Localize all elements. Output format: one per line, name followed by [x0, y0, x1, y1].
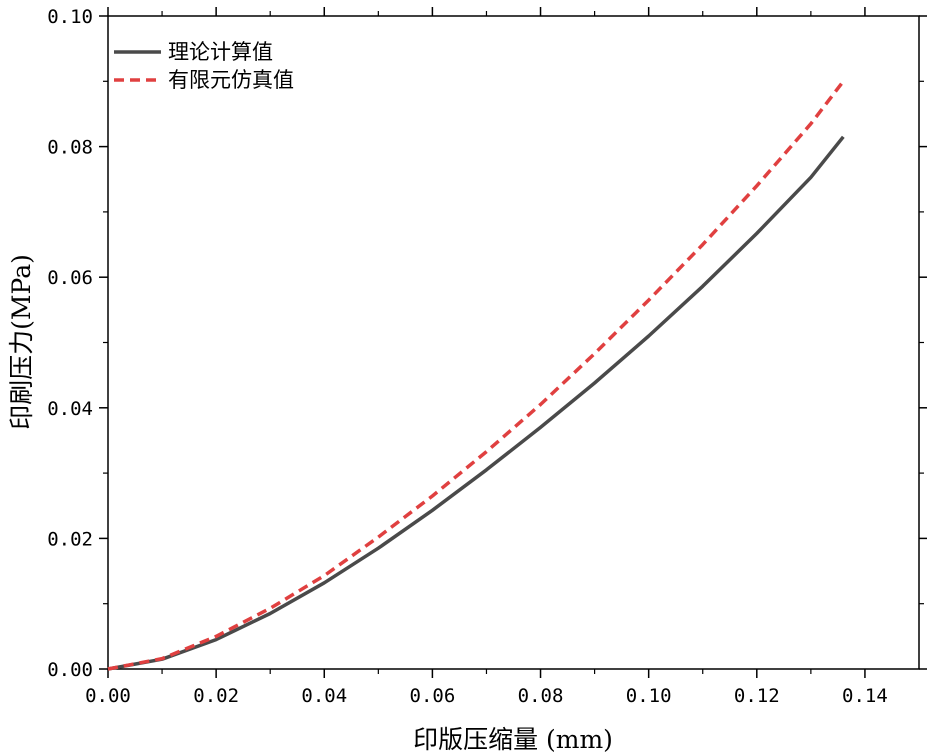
y-tick-label: 0.04	[47, 398, 93, 420]
y-tick-label: 0.02	[47, 528, 93, 550]
plot-area	[107, 15, 920, 670]
y-tick-label: 0.08	[47, 137, 93, 159]
series-layer	[107, 80, 845, 671]
x-axis-title: 印版压缩量 (mm)	[413, 725, 613, 754]
x-tick-label: 0.14	[842, 685, 888, 707]
y-tick-label: 0.00	[47, 659, 93, 681]
x-axis-ticks: 0.00 0.02 0.04 0.06 0.08 0.10 0.12 0.14	[85, 7, 888, 707]
x-tick-label: 0.12	[734, 685, 780, 707]
series-line-1	[107, 135, 845, 671]
x-tick-label: 0.00	[85, 685, 131, 707]
series-line-2	[107, 80, 845, 671]
y-tick-label: 0.10	[47, 6, 93, 28]
x-tick-label: 0.02	[193, 685, 239, 707]
y-axis-ticks: 0.00 0.02 0.04 0.06 0.08 0.10	[47, 6, 927, 681]
legend-label-2: 有限元仿真值	[168, 68, 294, 92]
x-tick-label: 0.06	[410, 685, 456, 707]
y-tick-label: 0.06	[47, 267, 93, 289]
x-tick-label: 0.04	[301, 685, 347, 707]
x-tick-label: 0.08	[518, 685, 564, 707]
x-tick-label: 0.10	[626, 685, 672, 707]
legend-label-1: 理论计算值	[168, 40, 273, 64]
y-axis-title: 印刷压力(MPa)	[7, 254, 36, 430]
